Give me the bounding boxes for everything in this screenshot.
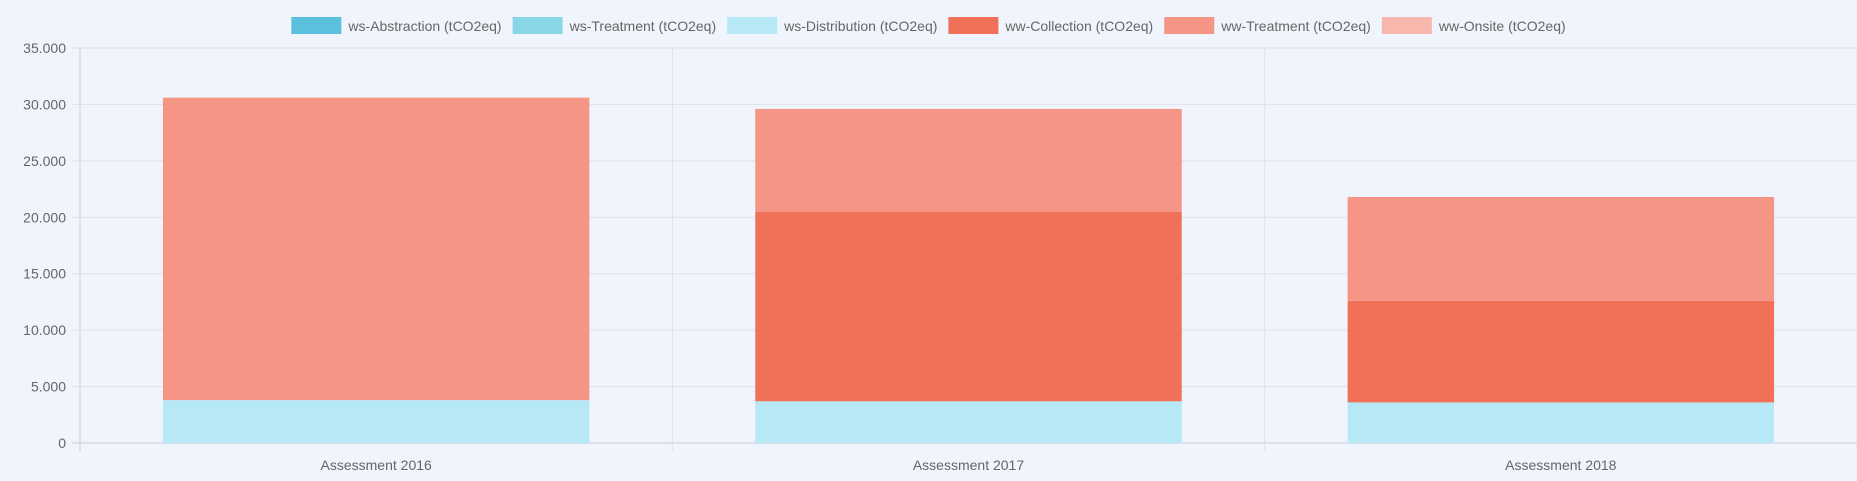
legend-label: ww-Onsite (tCO2eq) [1438,18,1566,34]
legend-swatch [1381,17,1432,34]
legend-label: ws-Abstraction (tCO2eq) [347,18,501,34]
bar-segment[interactable] [162,97,590,401]
legend-swatch [512,17,563,34]
y-tick-label: 0 [58,435,66,451]
axes: 0 5.000 10.000 15.000 20.000 25.000 30.000 35.0… [23,40,1617,473]
x-tick-label: Assessment 2017 [913,457,1024,473]
legend-label: ww-Treatment (tCO2eq) [1220,18,1371,34]
y-tick-label: 30.000 [23,96,66,112]
y-tick-label: 15.000 [23,266,66,282]
y-tick-label: 10.000 [23,322,66,338]
bar-segment[interactable] [1347,196,1775,301]
legend: ws-Abstraction (tCO2eq) ws-Treatment (tCO… [291,17,1566,34]
bar-segment[interactable] [162,400,590,443]
legend-item[interactable]: ww-Onsite (tCO2eq) [1381,17,1566,34]
bars [162,97,1775,443]
legend-item[interactable]: ws-Treatment (tCO2eq) [512,17,717,34]
bar-segment[interactable] [755,108,1182,212]
legend-label: ws-Distribution (tCO2eq) [783,18,937,34]
legend-swatch [1164,17,1215,34]
y-tick-label: 20.000 [23,209,66,225]
y-tick-label: 25.000 [23,153,66,169]
legend-label: ww-Collection (tCO2eq) [1004,18,1153,34]
y-tick-label: 35.000 [23,40,66,56]
legend-swatch [291,17,342,34]
x-tick-label: Assessment 2018 [1505,457,1616,473]
y-tick-label: 5.000 [31,379,66,395]
legend-item[interactable]: ww-Treatment (tCO2eq) [1164,17,1371,34]
legend-item[interactable]: ws-Distribution (tCO2eq) [727,17,937,34]
legend-item[interactable]: ww-Collection (tCO2eq) [948,17,1153,34]
bar-segment[interactable] [1347,402,1775,443]
bar-segment[interactable] [755,401,1182,443]
x-tick-label: Assessment 2016 [321,457,432,473]
bar-segment[interactable] [755,211,1182,402]
legend-label: ws-Treatment (tCO2eq) [569,18,717,34]
legend-swatch [727,17,778,34]
bar-segment[interactable] [1347,300,1775,403]
legend-swatch [948,17,999,34]
legend-item[interactable]: ws-Abstraction (tCO2eq) [291,17,502,34]
